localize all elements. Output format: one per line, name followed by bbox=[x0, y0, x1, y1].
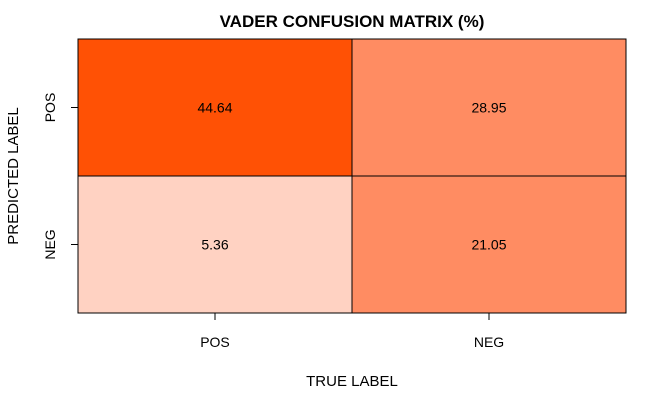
heatmap-cell-pos-pos bbox=[77, 38, 353, 177]
heatmap-cells: 44.64 28.95 5.36 21.05 bbox=[77, 38, 627, 314]
heatmap-cell-neg-neg bbox=[351, 175, 627, 314]
y-tick-label: NEG bbox=[42, 229, 58, 259]
y-tick-label: POS bbox=[42, 93, 58, 123]
cell-value-label: 21.05 bbox=[471, 237, 506, 253]
x-axis-ticks: POS NEG bbox=[200, 313, 504, 350]
y-axis-ticks: POS NEG bbox=[42, 93, 78, 260]
cell-value-label: 5.36 bbox=[201, 237, 228, 253]
heatmap-cell-pos-neg bbox=[351, 38, 627, 177]
plot-border bbox=[77, 38, 627, 314]
x-tick-label: NEG bbox=[474, 334, 504, 350]
y-axis-label: PREDICTED LABEL bbox=[5, 107, 22, 245]
cell-value-label: 28.95 bbox=[471, 100, 506, 116]
x-tick-label: POS bbox=[200, 334, 230, 350]
x-axis-label: TRUE LABEL bbox=[306, 373, 398, 390]
cell-value-label: 44.64 bbox=[197, 100, 232, 116]
heatmap-cell-neg-pos bbox=[77, 175, 353, 314]
chart-title: VADER CONFUSION MATRIX (%) bbox=[220, 12, 485, 31]
